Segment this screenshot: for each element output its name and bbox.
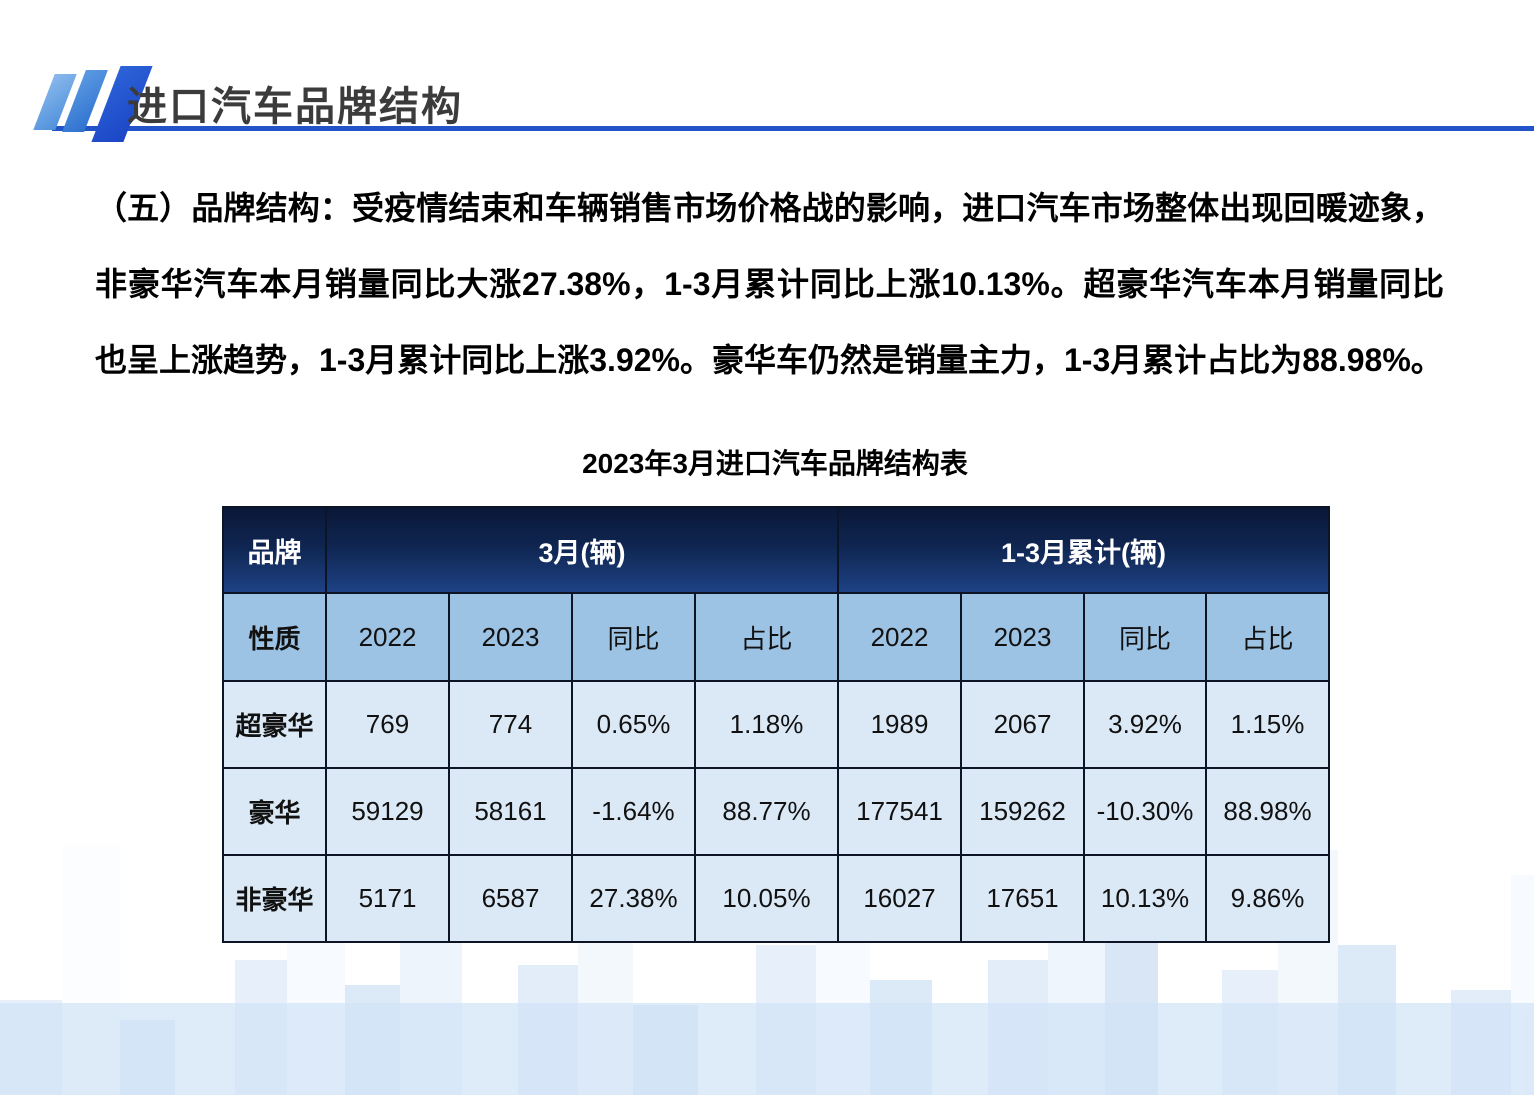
row-label: 豪华 <box>222 767 327 856</box>
header-divider <box>52 126 1534 131</box>
table-cell: 10.05% <box>694 854 839 943</box>
table-title: 2023年3月进口汽车品牌结构表 <box>582 448 968 479</box>
column-header: 2022 <box>837 592 962 682</box>
table-cell: 1.15% <box>1204 680 1331 769</box>
table-cell: 58161 <box>448 767 573 856</box>
table-row-ultra-luxury: 超豪华 769 774 0.65% 1.18% 1989 2067 3.92% … <box>222 680 1331 769</box>
table-cell: 774 <box>448 680 573 769</box>
corner-cell-brand: 品牌 <box>222 506 327 594</box>
column-header: 同比 <box>1083 592 1207 682</box>
row-label: 非豪华 <box>222 854 327 943</box>
table-cell: 16027 <box>837 854 962 943</box>
table-cell: 88.98% <box>1204 767 1331 856</box>
corner-cell-nature: 性质 <box>222 592 327 682</box>
column-group-march: 3月(辆) <box>325 506 839 594</box>
column-group-cumulative: 1-3月累计(辆) <box>836 506 1331 594</box>
brand-structure-table: 品牌 3月(辆) 1-3月累计(辆) 性质 2022 2023 同比 占比 20… <box>222 506 1331 943</box>
table-cell: 177541 <box>837 767 962 856</box>
table-cell: 1.18% <box>694 680 839 769</box>
page-title: 进口汽车品牌结构 <box>127 85 463 129</box>
table-cell: 17651 <box>960 854 1085 943</box>
table-cell: 59129 <box>325 767 450 856</box>
table-cell: 2067 <box>960 680 1085 769</box>
column-header: 2022 <box>325 592 450 682</box>
table-cell: 27.38% <box>571 854 696 943</box>
table-cell: 769 <box>325 680 450 769</box>
table-cell: 9.86% <box>1204 854 1331 943</box>
table-cell: -1.64% <box>571 767 696 856</box>
table-cell: 5171 <box>325 854 450 943</box>
column-header: 占比 <box>694 592 839 682</box>
table-cell: -10.30% <box>1083 767 1207 856</box>
column-header: 2023 <box>960 592 1085 682</box>
body-paragraph: （五）品牌结构：受疫情结束和车辆销售市场价格战的影响，进口汽车市场整体出现回暖迹… <box>95 190 1444 378</box>
table-cell: 1989 <box>837 680 962 769</box>
column-header: 占比 <box>1204 592 1331 682</box>
table-row-non-luxury: 非豪华 5171 6587 27.38% 10.05% 16027 17651 … <box>222 854 1331 943</box>
table-row-luxury: 豪华 59129 58161 -1.64% 88.77% 177541 1592… <box>222 767 1331 856</box>
table-cell: 0.65% <box>571 680 696 769</box>
column-header: 2023 <box>448 592 573 682</box>
table-cell: 10.13% <box>1083 854 1207 943</box>
table-cell: 159262 <box>960 767 1085 856</box>
column-header: 同比 <box>571 592 696 682</box>
table-cell: 6587 <box>448 854 573 943</box>
row-label: 超豪华 <box>222 680 327 769</box>
table-cell: 3.92% <box>1083 680 1207 769</box>
table-cell: 88.77% <box>694 767 839 856</box>
skyline-base-band <box>0 1003 1534 1095</box>
